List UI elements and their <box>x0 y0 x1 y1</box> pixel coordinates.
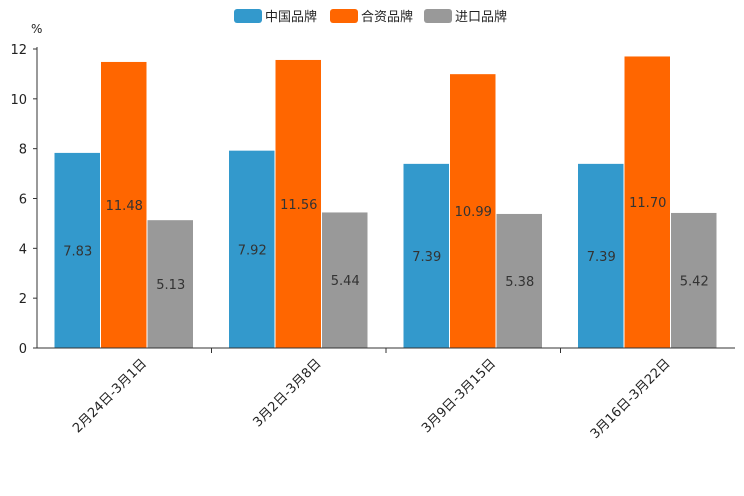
y-axis-unit-label: % <box>31 22 42 36</box>
bar-3-2 <box>322 212 368 348</box>
x-category-label: 2月24日-3月1日 <box>70 356 150 436</box>
bar-3-4 <box>671 212 717 348</box>
bar-1-3 <box>403 163 449 348</box>
bar-1-4 <box>578 163 624 348</box>
y-tick-label: 12 <box>10 43 27 58</box>
data-label-2-3: 10.99 <box>455 205 492 220</box>
data-label-3-3: 5.38 <box>505 275 534 290</box>
y-tick-label: 6 <box>19 193 27 208</box>
y-tick-label: 4 <box>19 242 27 257</box>
data-label-3-1: 5.13 <box>156 278 185 293</box>
legend-swatch-2 <box>330 9 358 23</box>
data-label-1-4: 7.39 <box>587 250 616 265</box>
x-category-label: 3月16日-3月22日 <box>588 356 674 442</box>
y-tick-label: 10 <box>10 93 27 108</box>
data-label-2-2: 11.56 <box>280 198 317 213</box>
legend-label-3: 进口品牌 <box>455 9 507 25</box>
data-label-3-4: 5.42 <box>680 274 709 289</box>
data-label-3-2: 5.44 <box>331 274 360 289</box>
legend-label-2: 合资品牌 <box>361 9 413 25</box>
bar-2-4 <box>624 56 670 348</box>
legend: 中国品牌 合资品牌 进口品牌 <box>234 9 507 25</box>
legend-swatch-3 <box>424 9 452 23</box>
bars <box>54 56 717 349</box>
x-category-label: 3月2日-3月8日 <box>250 356 324 430</box>
bar-3-1 <box>147 220 193 348</box>
y-tick-label: 8 <box>19 143 27 158</box>
data-labels: 7.83 11.48 5.13 7.92 11.56 5.44 7.39 10.99 5.38 7… <box>63 196 708 293</box>
bar-2-3 <box>450 74 496 348</box>
y-tick-label: 2 <box>19 292 27 307</box>
bar-1-1 <box>54 152 100 348</box>
y-tick-label: 0 <box>19 342 27 357</box>
data-label-1-1: 7.83 <box>63 244 92 259</box>
bar-2-2 <box>275 59 321 349</box>
x-category-label: 3月9日-3月15日 <box>419 356 499 436</box>
legend-label-1: 中国品牌 <box>265 9 317 25</box>
data-label-2-1: 11.48 <box>106 199 143 214</box>
data-label-1-2: 7.92 <box>238 243 267 258</box>
bar-1-2 <box>229 150 275 348</box>
bar-3-3 <box>496 213 542 348</box>
legend-swatch-1 <box>234 9 262 23</box>
y-axis: 0 2 4 6 8 10 12 <box>10 43 38 357</box>
data-label-1-3: 7.39 <box>412 250 441 265</box>
data-label-2-4: 11.70 <box>629 196 666 211</box>
bar-2-1 <box>101 61 147 348</box>
x-axis: 2月24日-3月1日 3月2日-3月8日 3月9日-3月15日 3月16日-3月22日 <box>37 347 735 442</box>
